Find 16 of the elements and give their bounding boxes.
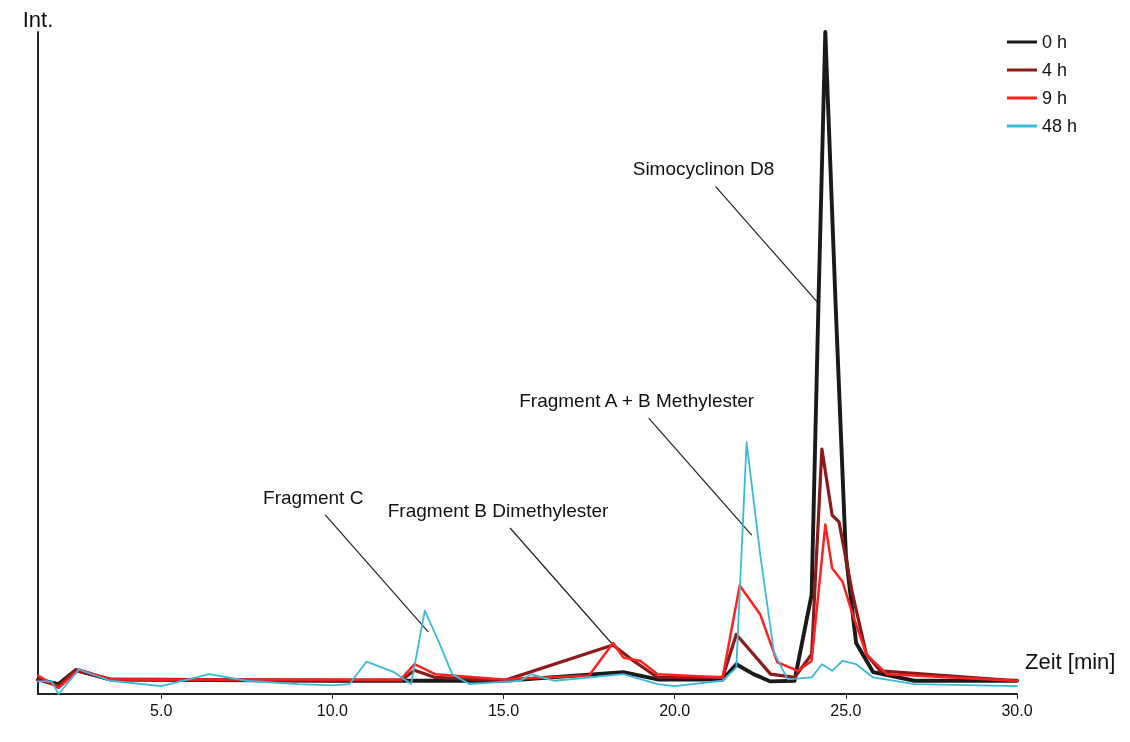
legend-label: 48 h: [1041, 116, 1078, 136]
y-axis-title: Int.: [22, 6, 54, 32]
legend-label: 0 h: [1041, 32, 1067, 52]
annotation: Fragment C: [263, 486, 364, 508]
annotation: Fragment A + B Methylester: [519, 390, 755, 412]
annotation: Simocyclinon D8: [632, 158, 775, 180]
x-tick-label: 15.0: [487, 701, 520, 719]
x-tick-label: 5.0: [150, 701, 173, 719]
x-axis-title: Zeit [min]: [1025, 648, 1116, 674]
annotation: Fragment B Dimethylester: [387, 500, 610, 522]
x-tick-label: 30.0: [1001, 701, 1033, 719]
x-tick-label: 25.0: [830, 701, 862, 719]
x-tick-label: 20.0: [659, 701, 691, 719]
x-tick-label: 10.0: [316, 701, 349, 719]
legend-label: 9 h: [1041, 88, 1067, 108]
legend-label: 4 h: [1041, 60, 1067, 80]
